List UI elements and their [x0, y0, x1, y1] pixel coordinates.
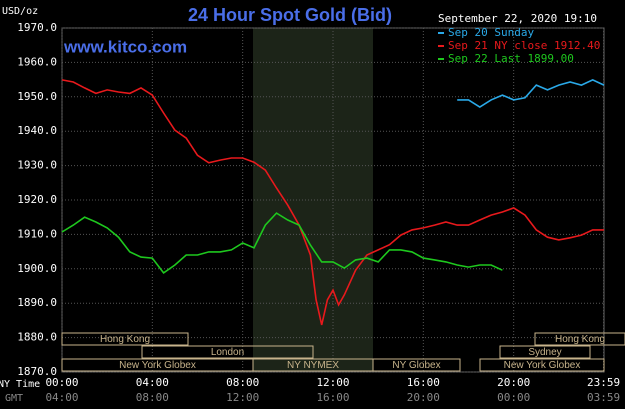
- y-tick-label: 1960.0: [17, 55, 57, 68]
- nymex-shade: [253, 28, 373, 372]
- y-tick-label: 1880.0: [17, 331, 57, 344]
- session-bar: [534, 332, 625, 346]
- session-label: NY Globex: [392, 360, 440, 371]
- legend-label: Sep 22 Last 1899.00: [448, 52, 574, 65]
- series-line: [61, 79, 604, 326]
- x-tick-label: 04:00: [136, 376, 169, 389]
- session-label: Hong Kong: [555, 334, 605, 345]
- session-label: New York Globex: [119, 360, 196, 371]
- watermark: www.kitco.com: [63, 37, 187, 56]
- x-axis-label: NY Time: [0, 379, 40, 390]
- gmt-tick-label: 03:59: [587, 391, 620, 404]
- session-label: London: [211, 347, 244, 358]
- y-tick-label: 1950.0: [17, 90, 57, 103]
- session-bar: [61, 332, 189, 346]
- session-label: Hong Kong: [100, 334, 150, 345]
- session-bar: [499, 345, 591, 359]
- gmt-tick-label: 08:00: [136, 391, 169, 404]
- session-bar: [372, 358, 461, 372]
- x-tick-label: 20:00: [497, 376, 530, 389]
- y-tick-label: 1970.0: [17, 21, 57, 34]
- x-tick-label: 16:00: [407, 376, 440, 389]
- x2-axis-label: GMT: [5, 393, 23, 404]
- y-tick-label: 1940.0: [17, 124, 57, 137]
- series-line: [457, 79, 605, 109]
- session-bar: [479, 358, 605, 372]
- x-tick-label: 23:59: [587, 376, 620, 389]
- chart-title: 24 Hour Spot Gold (Bid): [188, 5, 392, 25]
- x-tick-label: 12:00: [316, 376, 349, 389]
- session-label: Sydney: [528, 347, 561, 358]
- legend-label: Sep 21 NY close 1912.40: [448, 39, 600, 52]
- session-label: NY NYMEX: [287, 360, 339, 371]
- gmt-tick-label: 00:00: [497, 391, 530, 404]
- session-bar: [141, 345, 314, 359]
- gmt-tick-label: 16:00: [316, 391, 349, 404]
- y-tick-label: 1890.0: [17, 296, 57, 309]
- y-tick-label: 1920.0: [17, 193, 57, 206]
- x-tick-label: 00:00: [45, 376, 78, 389]
- y-tick-label: 1910.0: [17, 227, 57, 240]
- y-tick-label: 1930.0: [17, 159, 57, 172]
- y-tick-label: 1870.0: [17, 365, 57, 378]
- y-axis-label: USD/oz: [2, 6, 38, 17]
- session-label: New York Globex: [504, 360, 581, 371]
- x-tick-label: 08:00: [226, 376, 259, 389]
- legend-label: Sep 20 Sunday: [448, 26, 534, 39]
- gmt-tick-label: 04:00: [45, 391, 78, 404]
- y-tick-label: 1900.0: [17, 262, 57, 275]
- gmt-tick-label: 12:00: [226, 391, 259, 404]
- gmt-tick-label: 20:00: [407, 391, 440, 404]
- timestamp: September 22, 2020 19:10: [438, 12, 597, 25]
- series-line: [61, 212, 503, 274]
